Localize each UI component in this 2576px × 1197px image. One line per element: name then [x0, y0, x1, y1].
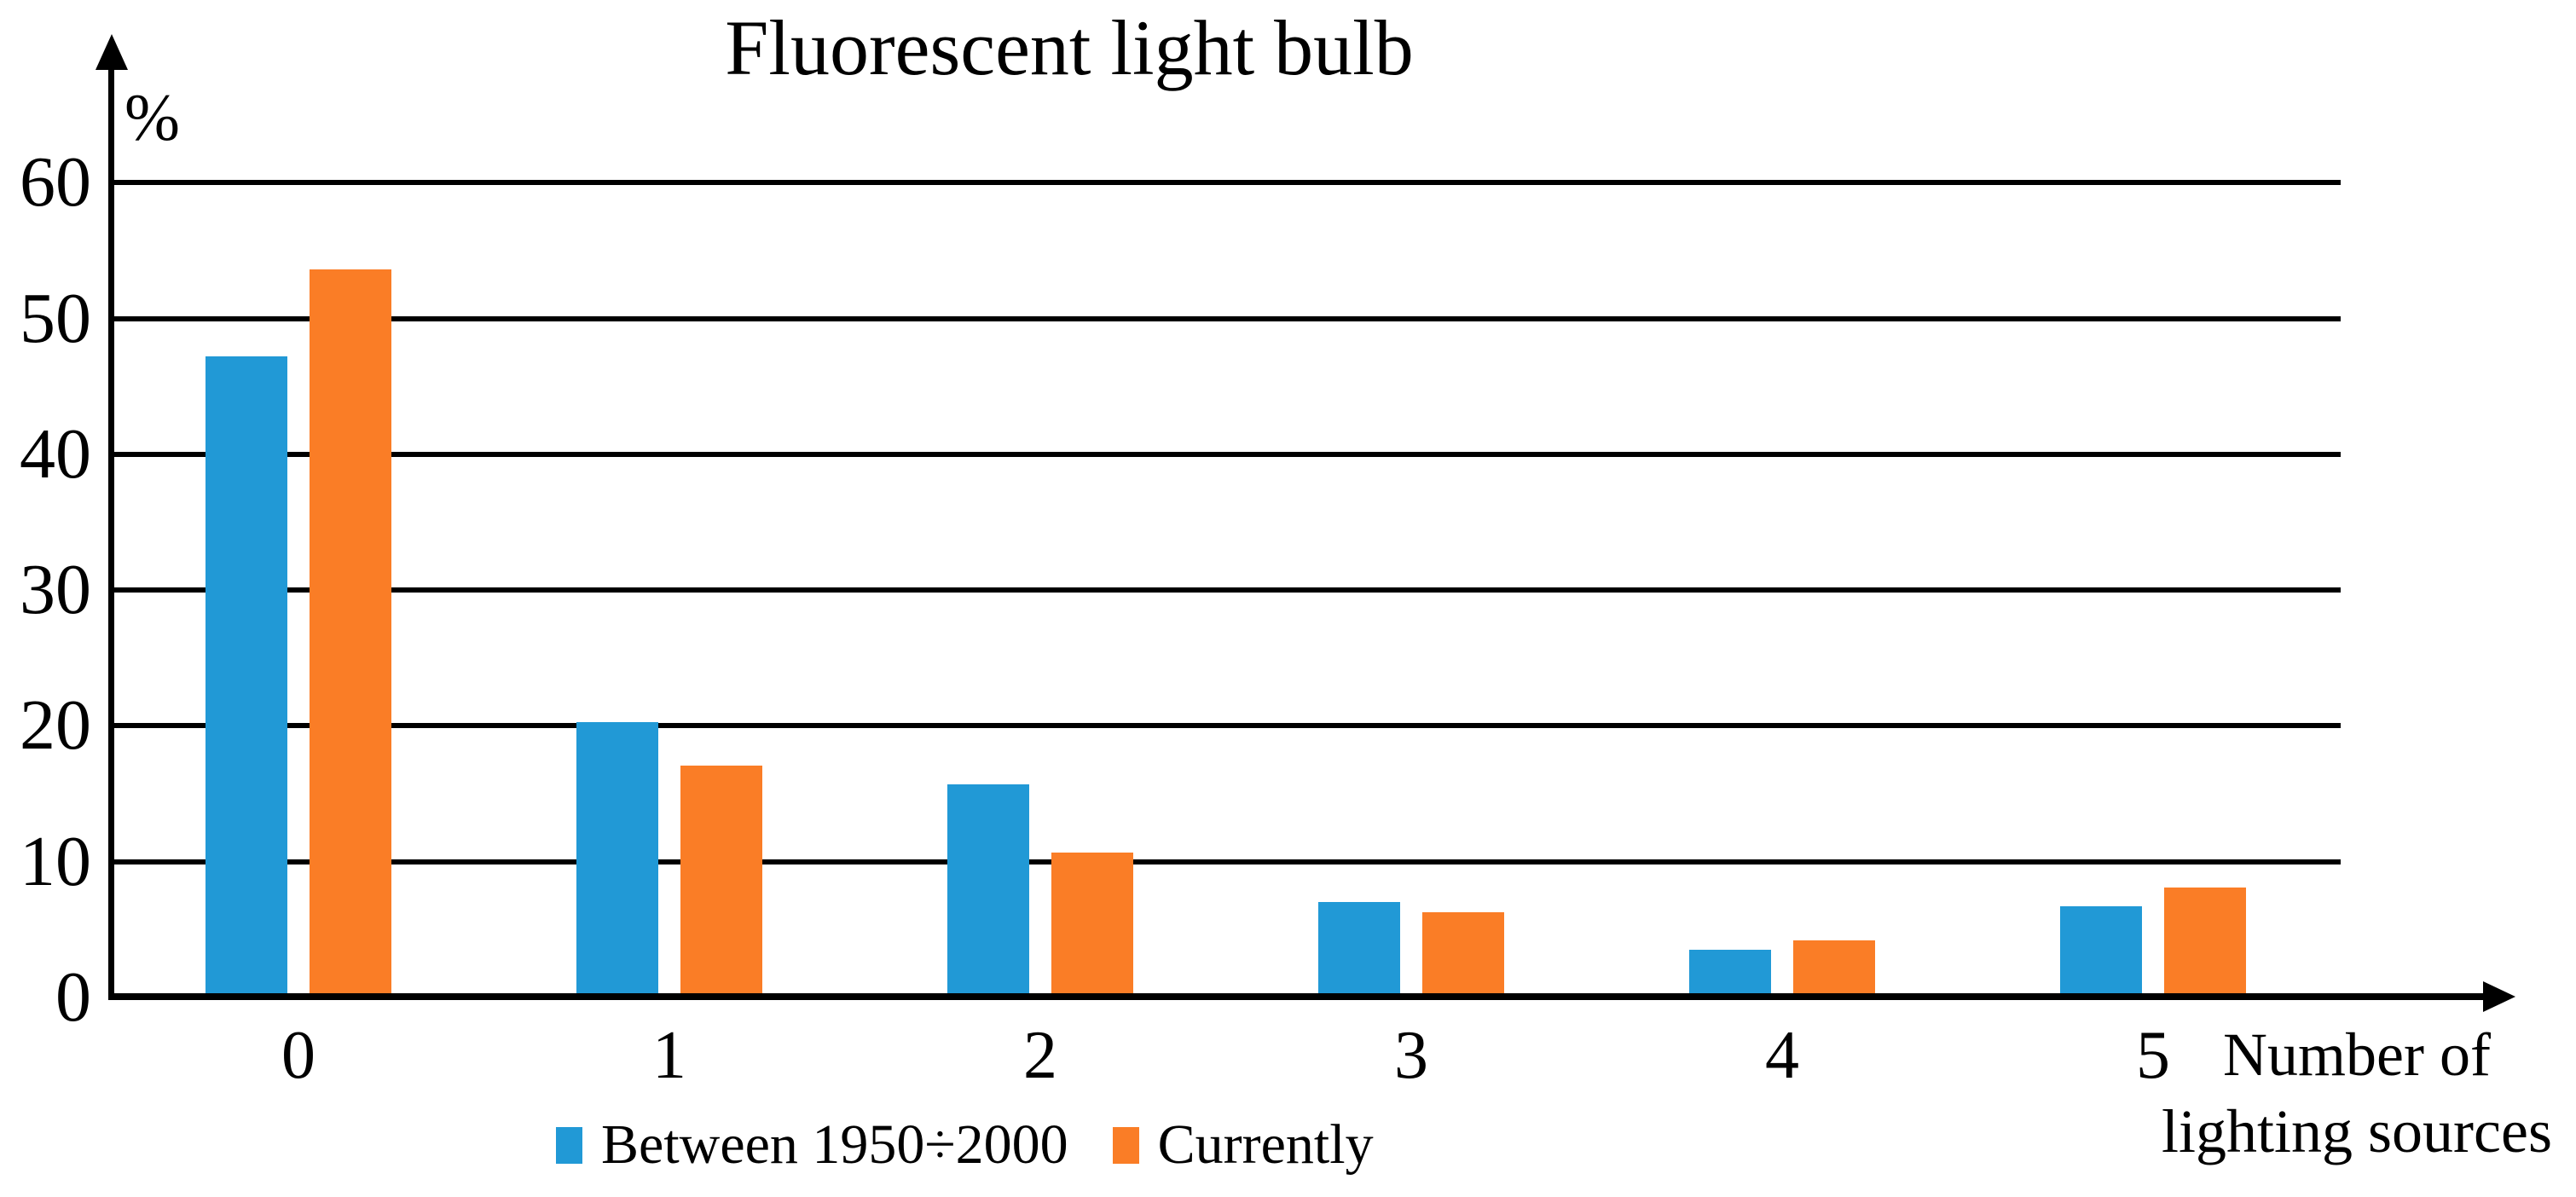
bar-currently-x4 — [1793, 940, 1875, 998]
gridline-60 — [108, 180, 2341, 186]
y-axis-arrow-icon — [96, 34, 128, 70]
x-axis-title: Number of lighting sources — [2135, 1016, 2576, 1170]
bar-currently-x2 — [1051, 853, 1133, 998]
legend-swatch-icon — [556, 1126, 582, 1164]
bar-currently-x5 — [2164, 888, 2246, 998]
x-tick-label-5: 5 — [2136, 1018, 2170, 1093]
legend-swatch-icon — [1112, 1126, 1139, 1164]
y-tick-label-0: 0 — [55, 957, 91, 1037]
legend-item: Between 1950÷2000 — [556, 1115, 1068, 1175]
bar-between-1950÷2000-x4 — [1689, 950, 1771, 998]
bar-currently-x3 — [1422, 912, 1504, 998]
chart-title: Fluorescent light bulb — [725, 4, 1414, 91]
y-tick-label-10: 10 — [20, 821, 91, 901]
legend: Between 1950÷2000 Currently — [556, 1115, 1374, 1175]
x-tick-label-4: 4 — [1765, 1018, 1799, 1093]
y-axis-line — [108, 66, 114, 1000]
bar-between-1950÷2000-x5 — [2060, 906, 2142, 998]
bar-currently-x0 — [310, 269, 391, 998]
x-tick-label-0: 0 — [281, 1018, 315, 1093]
x-axis-title-line-1: Number of — [2223, 1021, 2491, 1089]
x-tick-label-3: 3 — [1394, 1018, 1428, 1093]
y-axis-unit-label: % — [124, 80, 180, 154]
x-axis-arrow-icon — [2483, 981, 2515, 1012]
y-tick-label-20: 20 — [20, 685, 91, 766]
legend-item: Currently — [1112, 1113, 1374, 1176]
x-tick-label-1: 1 — [652, 1018, 686, 1093]
x-axis-line — [108, 993, 2486, 1000]
gridline-50 — [108, 315, 2341, 321]
gridline-20 — [108, 723, 2341, 729]
bar-between-1950÷2000-x1 — [576, 722, 658, 998]
y-tick-label-60: 60 — [20, 142, 91, 223]
gridline-10 — [108, 859, 2341, 864]
y-tick-label-50: 50 — [20, 278, 91, 358]
x-axis-title-line-2: lighting sources — [2162, 1097, 2552, 1165]
bar-currently-x1 — [680, 766, 762, 998]
bar-between-1950÷2000-x2 — [947, 784, 1029, 998]
y-tick-label-30: 30 — [20, 550, 91, 630]
bar-between-1950÷2000-x0 — [206, 356, 287, 998]
gridline-30 — [108, 587, 2341, 593]
y-tick-label-40: 40 — [20, 413, 91, 494]
bar-between-1950÷2000-x3 — [1318, 902, 1400, 998]
x-tick-label-2: 2 — [1023, 1018, 1057, 1093]
legend-label: Between 1950÷2000 — [601, 1113, 1068, 1176]
gridline-40 — [108, 451, 2341, 457]
legend-label: Currently — [1157, 1113, 1374, 1176]
